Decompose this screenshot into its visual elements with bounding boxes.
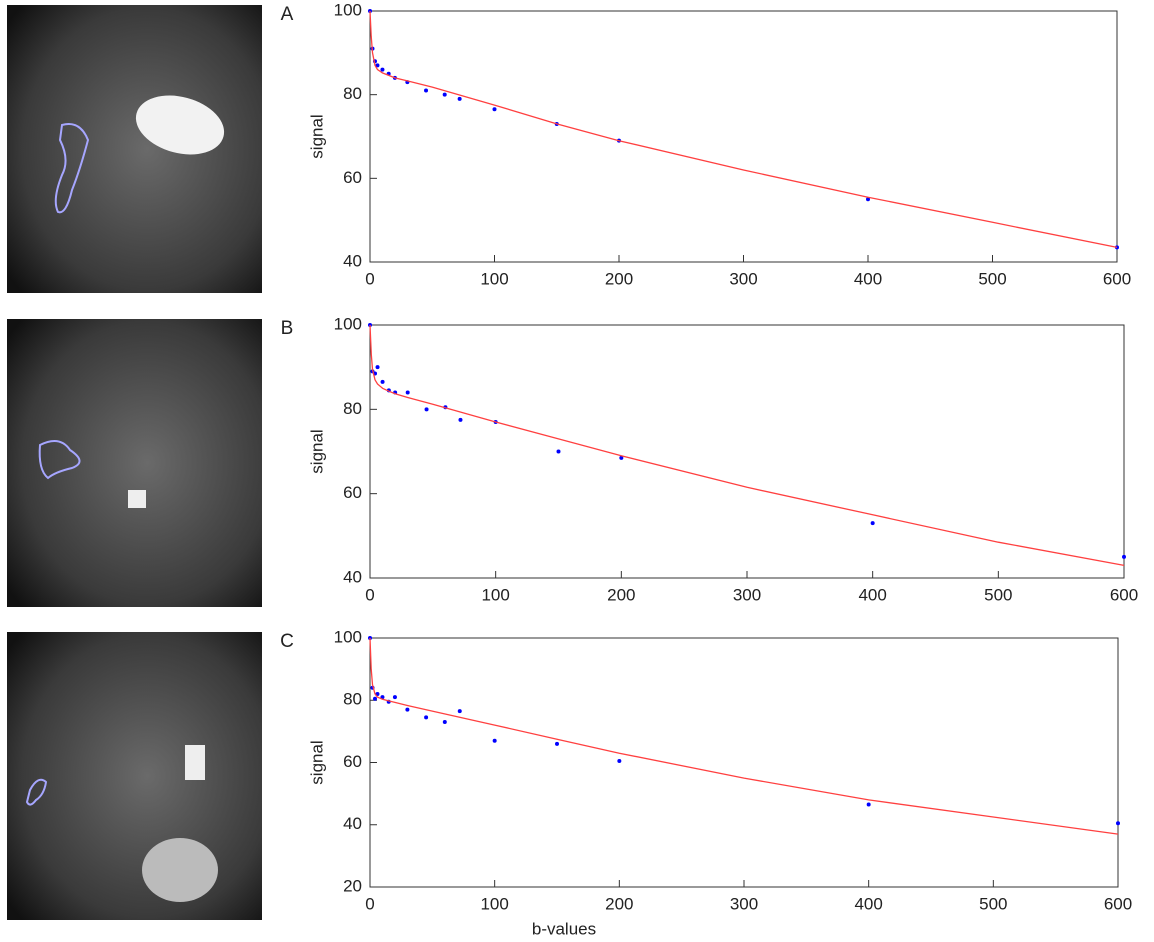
plot-frame (369, 637, 1119, 888)
mri-image-c (7, 632, 262, 920)
data-point (866, 197, 870, 202)
fit-line (369, 324, 1125, 567)
y-tick-label: 80 (343, 399, 362, 418)
panel-label: B (281, 318, 294, 339)
x-tick-label: 0 (365, 269, 374, 288)
x-tick-label: 600 (1103, 269, 1131, 288)
data-point (424, 715, 429, 720)
y-tick-label: 100 (334, 0, 362, 19)
data-point (1122, 554, 1126, 559)
data-point (442, 720, 447, 725)
data-point (405, 707, 410, 712)
data-point (492, 107, 497, 112)
y-axis-label: signal (307, 429, 326, 473)
y-tick-label: 40 (343, 251, 362, 270)
panel-label: A (281, 4, 294, 25)
y-tick-label: 20 (343, 876, 362, 895)
y-tick-label: 80 (343, 690, 362, 709)
data-point (424, 88, 429, 93)
data-point (380, 67, 385, 72)
y-tick-label: 40 (343, 814, 362, 833)
y-axis-label: signal (307, 740, 326, 784)
data-point (405, 390, 410, 395)
data-point (457, 709, 462, 714)
fit-line (369, 637, 1119, 835)
y-tick-label: 100 (334, 627, 362, 646)
x-tick-label: 400 (858, 585, 886, 604)
x-tick-label: 100 (480, 894, 508, 913)
x-tick-label: 300 (733, 585, 761, 604)
x-tick-label: 200 (607, 585, 635, 604)
data-point (617, 758, 622, 763)
y-tick-label: 100 (334, 314, 362, 333)
x-tick-label: 500 (979, 894, 1007, 913)
data-point (457, 96, 462, 101)
x-tick-label: 200 (605, 269, 633, 288)
mri-image-a (7, 5, 262, 293)
data-point (866, 802, 871, 807)
x-tick-label: 300 (730, 894, 758, 913)
fit-line (369, 10, 1118, 249)
data-point (442, 92, 447, 97)
y-tick-label: 60 (343, 752, 362, 771)
y-axis-label: signal (307, 114, 326, 158)
x-tick-label: 0 (365, 894, 374, 913)
data-point (1116, 821, 1120, 826)
x-tick-label: 600 (1104, 894, 1132, 913)
data-point (392, 695, 397, 700)
y-tick-label: 60 (343, 168, 362, 187)
x-tick-label: 300 (729, 269, 757, 288)
data-point (619, 455, 624, 460)
data-point (372, 696, 377, 701)
x-tick-label: 0 (365, 585, 374, 604)
data-point (555, 741, 559, 746)
data-point (375, 365, 380, 370)
data-point (492, 738, 497, 743)
x-tick-label: 400 (854, 894, 882, 913)
x-tick-label: 600 (1110, 585, 1138, 604)
data-point (556, 449, 561, 454)
x-tick-label: 100 (481, 585, 509, 604)
x-tick-label: 100 (480, 269, 508, 288)
plot-frame (369, 324, 1125, 579)
x-tick-label: 400 (854, 269, 882, 288)
mri-image-b (7, 319, 262, 607)
y-tick-label: 40 (343, 567, 362, 586)
x-tick-label: 200 (605, 894, 633, 913)
data-point (380, 379, 385, 384)
data-point (458, 417, 463, 422)
x-tick-label: 500 (984, 585, 1012, 604)
data-point (870, 521, 875, 526)
y-tick-label: 80 (343, 84, 362, 103)
data-point (424, 407, 429, 412)
x-axis-label: b-values (532, 919, 596, 938)
x-tick-label: 500 (978, 269, 1006, 288)
y-tick-label: 60 (343, 483, 362, 502)
data-point (375, 63, 380, 68)
panel-label: C (280, 631, 294, 652)
